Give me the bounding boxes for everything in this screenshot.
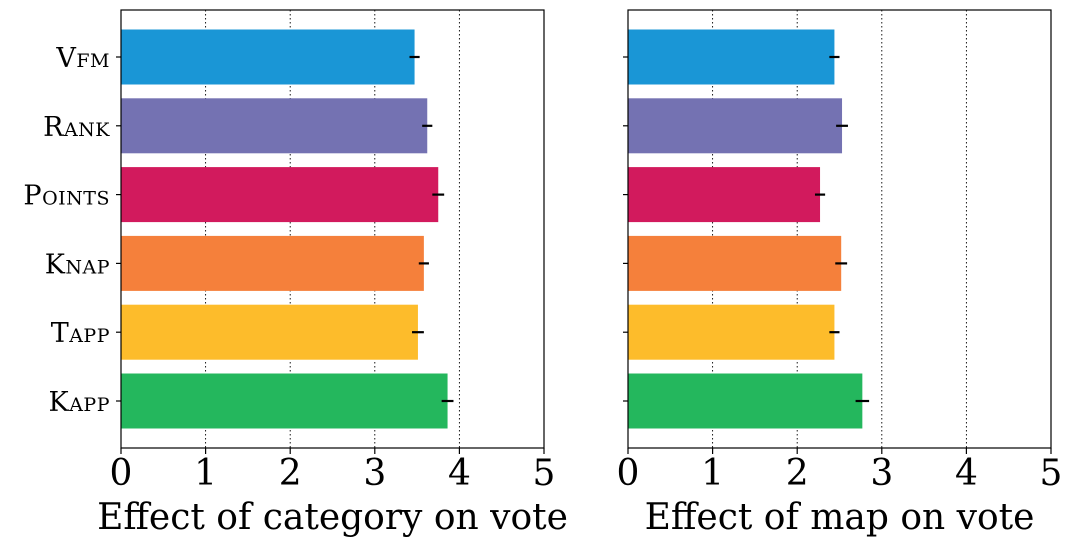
x-tick-label: 3 <box>870 453 893 494</box>
x-tick-label: 1 <box>701 453 724 494</box>
bar <box>121 98 428 154</box>
bar <box>628 29 835 85</box>
x-tick-label: 2 <box>786 453 809 494</box>
plot-frame <box>120 9 545 449</box>
bar <box>628 304 835 360</box>
x-axis-title: Effect of map on vote <box>645 497 1035 538</box>
x-tick-label: 4 <box>448 453 471 494</box>
x-tick-label: 4 <box>955 453 978 494</box>
x-tick-label: 5 <box>533 453 556 494</box>
bar <box>628 373 863 429</box>
category-label: Points <box>23 181 110 212</box>
category-label: Tapp <box>51 318 110 349</box>
bar <box>628 167 821 223</box>
category-label: Kapp <box>49 387 110 418</box>
x-tick-label: 5 <box>1040 453 1063 494</box>
x-tick-label: 2 <box>279 453 302 494</box>
plot-frame <box>627 9 1052 449</box>
x-tick-label: 1 <box>194 453 217 494</box>
category-label: Knap <box>45 249 110 280</box>
bar <box>121 304 418 360</box>
bar <box>121 373 448 429</box>
bar <box>121 29 415 85</box>
x-tick-label: 0 <box>617 453 640 494</box>
x-axis-title: Effect of category on vote <box>97 497 568 538</box>
category-label: Rank <box>43 112 110 143</box>
category-label: Vfm <box>55 43 110 74</box>
bar <box>628 98 843 154</box>
x-tick-label: 3 <box>363 453 386 494</box>
bar <box>121 235 424 291</box>
bar <box>628 235 842 291</box>
x-tick-label: 0 <box>110 453 133 494</box>
bar <box>121 167 439 223</box>
